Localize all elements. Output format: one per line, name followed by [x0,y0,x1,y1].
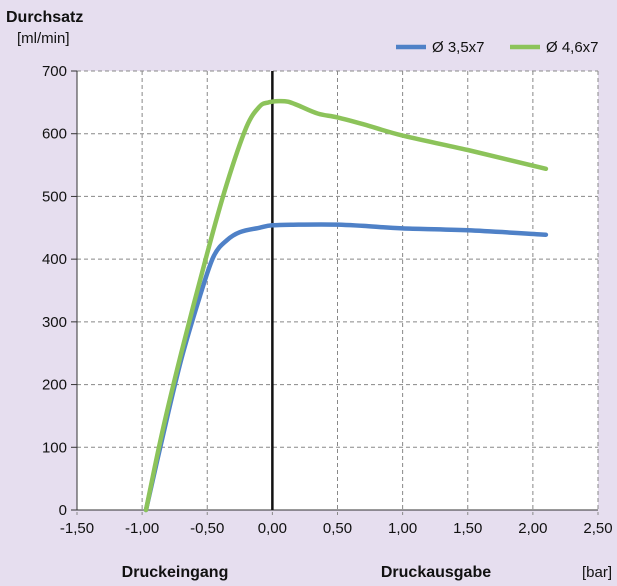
x-tick-label: -0,50 [190,520,224,537]
x-tick-label: 1,00 [388,520,417,537]
y-tick-label: 0 [59,502,67,519]
y-tick-label: 500 [42,188,67,205]
y-tick-label: 400 [42,251,67,268]
legend-label-1: Ø 3,5x7 [432,39,485,56]
y-tick-label: 100 [42,439,67,456]
x-tick-label: -1,50 [60,520,94,537]
legend: Ø 3,5x7 Ø 4,6x7 [396,39,599,56]
y-axis-unit-label: [ml/min] [17,30,70,47]
x-tick-label: 1,50 [453,520,482,537]
x-right-label: Druckausgabe [381,564,491,581]
y-tick-label: 300 [42,314,67,331]
y-tick-label: 700 [42,63,67,80]
x-left-label: Druckeingang [122,564,229,581]
x-tick-label: 0,00 [258,520,287,537]
legend-label-2: Ø 4,6x7 [546,39,599,56]
x-tick-label: 2,50 [583,520,612,537]
x-tick-label: 0,50 [323,520,352,537]
chart-title: Durchsatz [6,9,83,26]
x-tick-label: -1,00 [125,520,159,537]
x-tick-label: 2,00 [518,520,547,537]
y-tick-label: 600 [42,126,67,143]
y-tick-label: 200 [42,377,67,394]
x-axis-unit-label: [bar] [582,564,612,581]
